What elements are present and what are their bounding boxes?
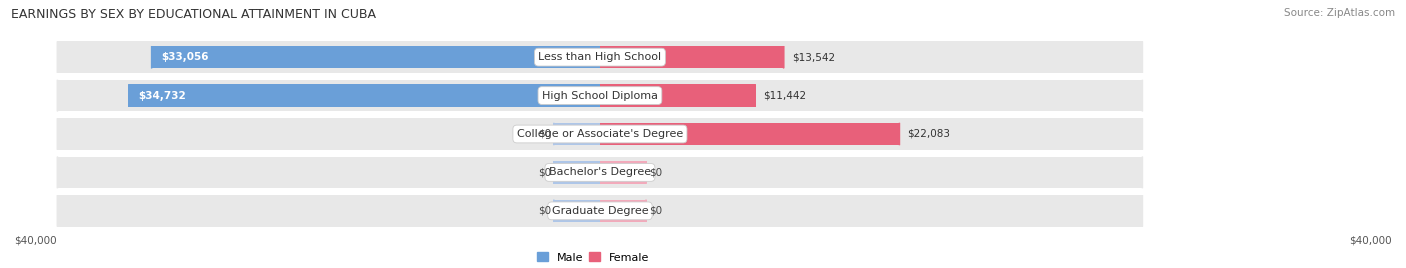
- Text: Graduate Degree: Graduate Degree: [551, 206, 648, 216]
- Bar: [554, 200, 600, 222]
- Bar: [600, 123, 900, 145]
- Bar: [58, 80, 1143, 111]
- Text: $0: $0: [648, 206, 662, 216]
- Text: $34,732: $34,732: [139, 91, 187, 100]
- Text: $0: $0: [538, 168, 551, 177]
- Bar: [600, 46, 783, 68]
- Text: College or Associate's Degree: College or Associate's Degree: [517, 129, 683, 139]
- Text: $13,542: $13,542: [792, 52, 835, 62]
- Bar: [600, 200, 645, 222]
- Bar: [600, 161, 645, 184]
- Text: EARNINGS BY SEX BY EDUCATIONAL ATTAINMENT IN CUBA: EARNINGS BY SEX BY EDUCATIONAL ATTAINMEN…: [11, 8, 377, 21]
- Text: $0: $0: [648, 168, 662, 177]
- Bar: [58, 41, 1143, 73]
- Bar: [129, 84, 600, 107]
- Text: High School Diploma: High School Diploma: [541, 91, 658, 100]
- Text: $11,442: $11,442: [763, 91, 807, 100]
- Bar: [554, 161, 600, 184]
- Text: $40,000: $40,000: [14, 236, 56, 246]
- Text: Less than High School: Less than High School: [538, 52, 661, 62]
- Bar: [58, 157, 1143, 188]
- Bar: [58, 195, 1143, 227]
- Legend: Male, Female: Male, Female: [531, 248, 654, 267]
- Text: $33,056: $33,056: [162, 52, 209, 62]
- Bar: [58, 118, 1143, 150]
- Text: Bachelor's Degree: Bachelor's Degree: [548, 168, 651, 177]
- Bar: [554, 123, 600, 145]
- Text: Source: ZipAtlas.com: Source: ZipAtlas.com: [1284, 8, 1395, 18]
- Text: $0: $0: [538, 206, 551, 216]
- Text: $22,083: $22,083: [907, 129, 950, 139]
- Text: $40,000: $40,000: [1350, 236, 1392, 246]
- Text: $0: $0: [538, 129, 551, 139]
- Bar: [152, 46, 600, 68]
- Bar: [600, 84, 755, 107]
